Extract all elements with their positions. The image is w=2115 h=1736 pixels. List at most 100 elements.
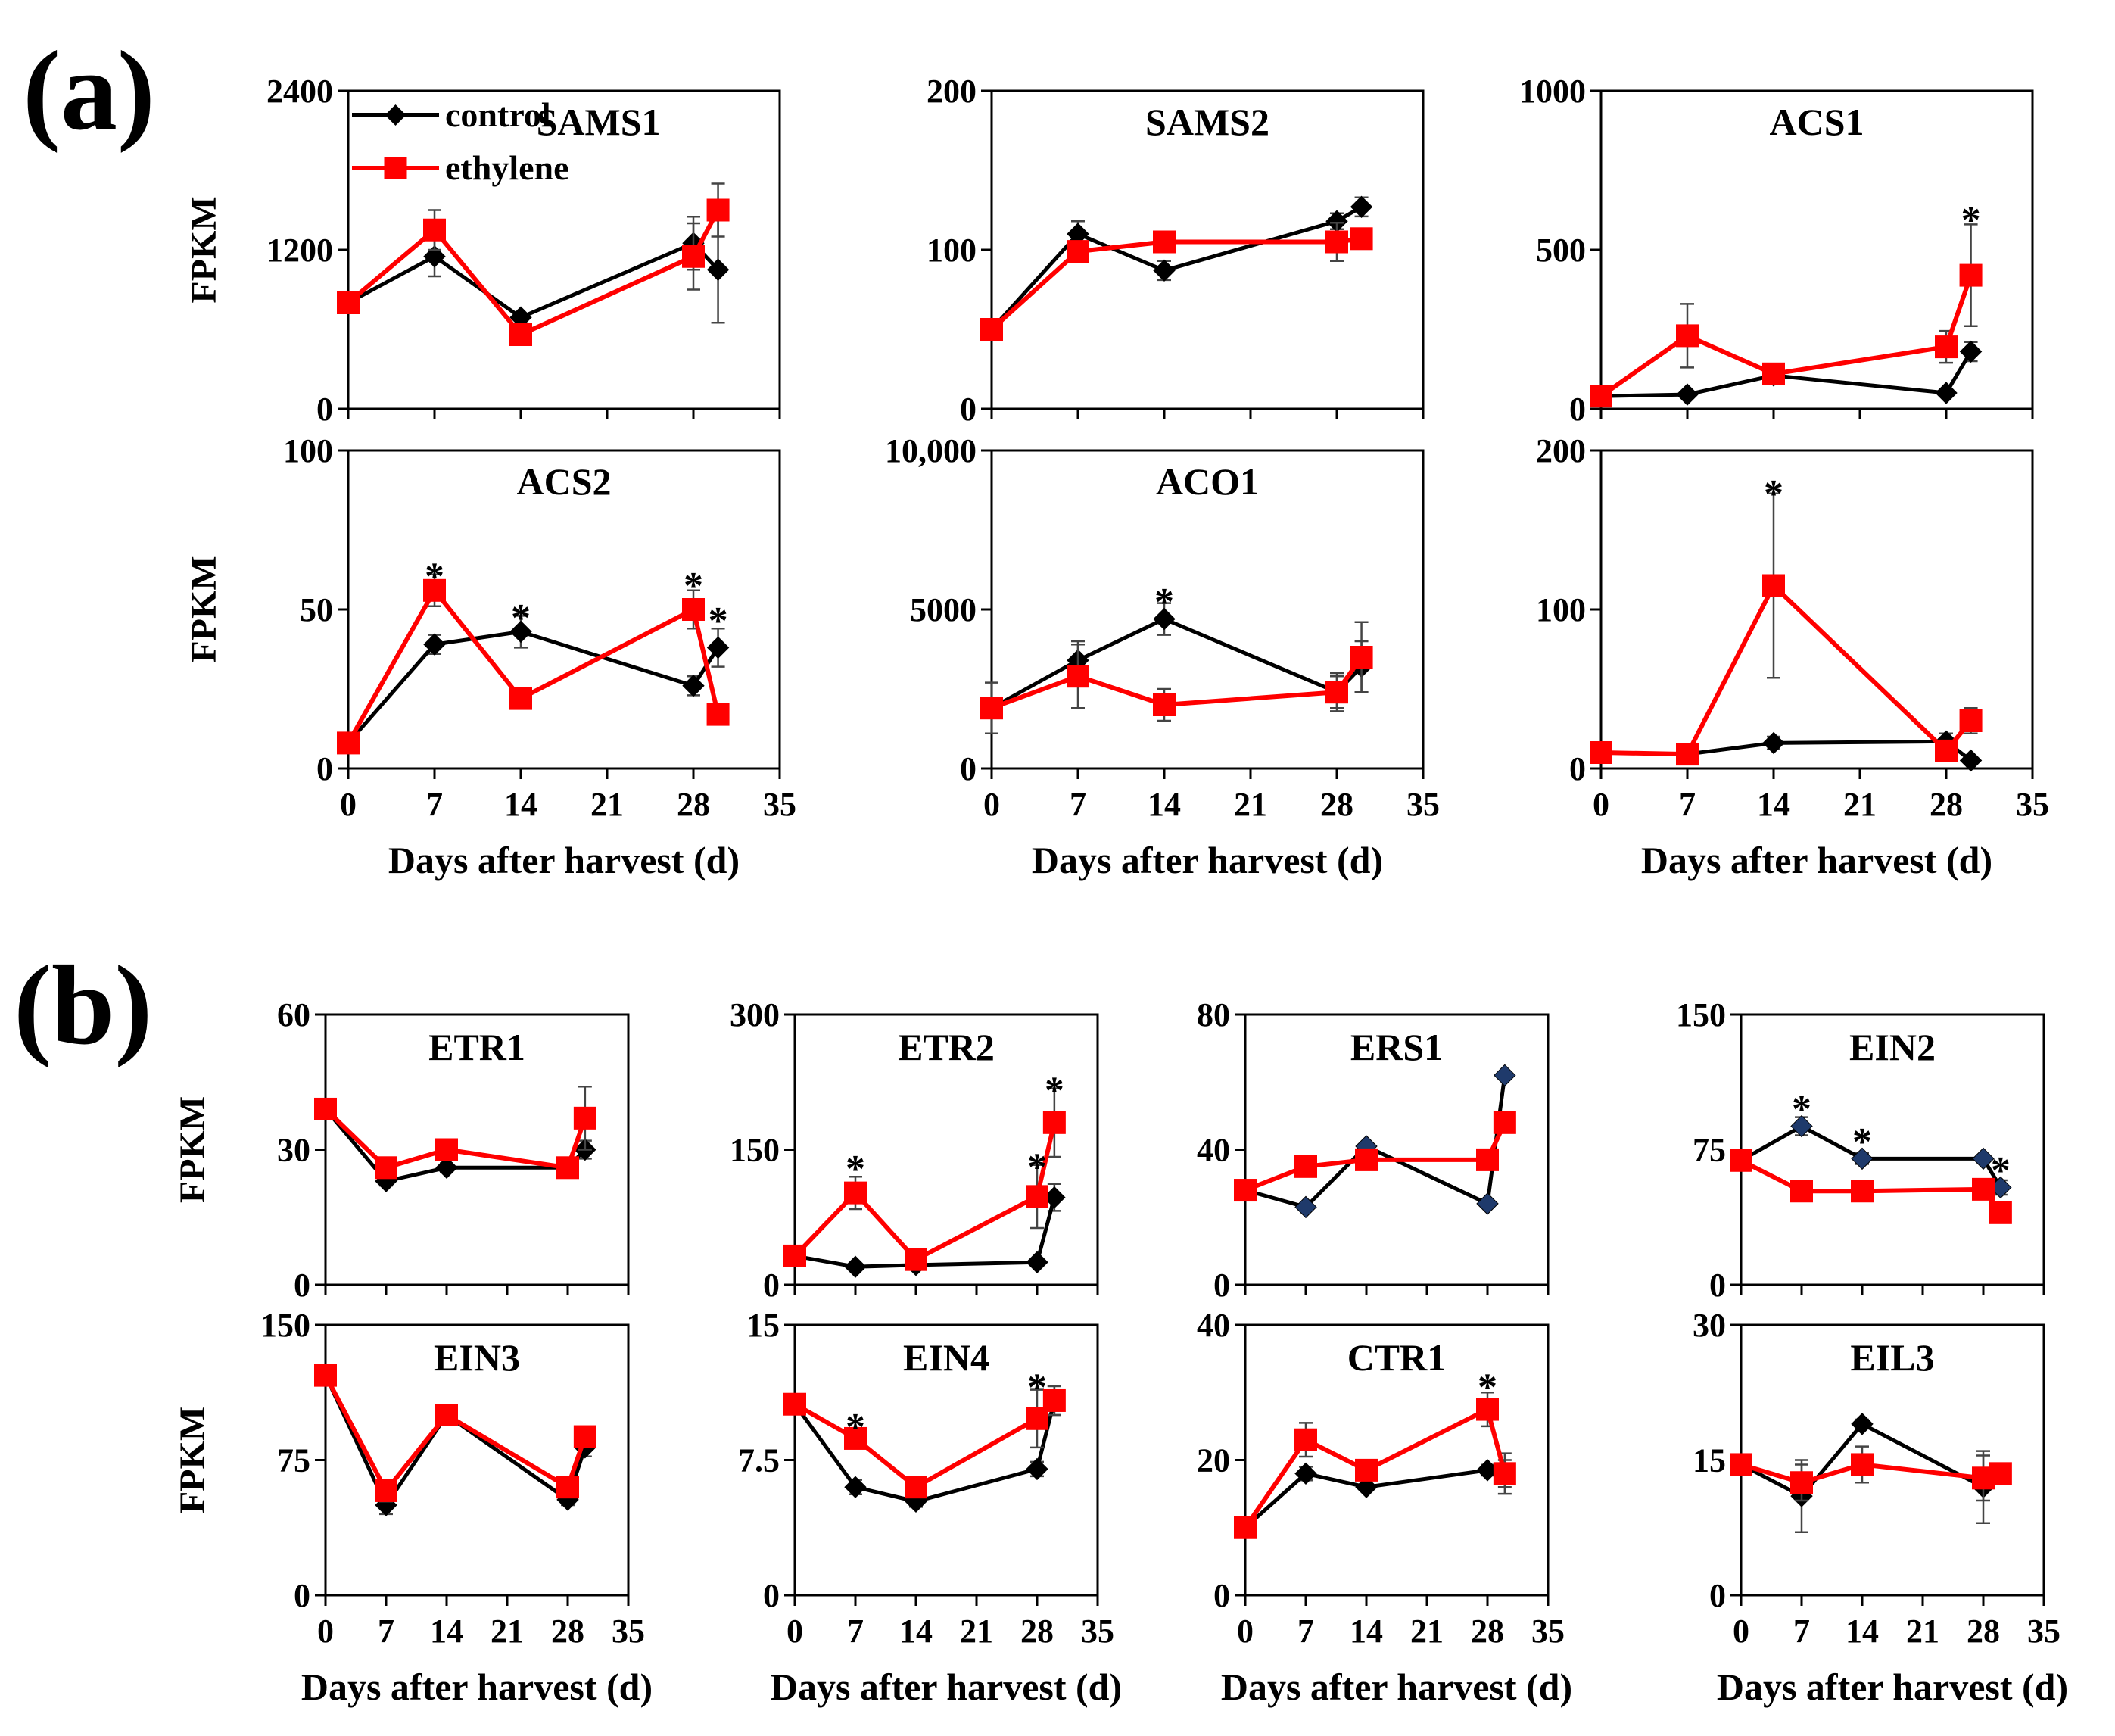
data-point — [1959, 263, 1983, 287]
x-tick-label: 0 — [983, 786, 1000, 823]
data-point — [783, 1244, 806, 1267]
significance-star: * — [1478, 1366, 1497, 1409]
plots-area: 012002400SAMS1FPKMcontrolethylene0100200… — [173, 73, 2068, 1708]
data-point — [844, 1476, 867, 1498]
data-point — [1972, 1147, 1995, 1170]
data-point — [1676, 743, 1699, 766]
series-ethylene — [314, 1364, 596, 1503]
y-tick-label: 7.5 — [738, 1442, 780, 1479]
significance-star: * — [1961, 199, 1981, 242]
significance-star: * — [846, 1148, 865, 1191]
x-tick-label: 21 — [960, 1613, 993, 1650]
y-tick-label: 500 — [1536, 232, 1586, 269]
x-tick-label: 21 — [491, 1613, 524, 1650]
x-tick-label: 14 — [1350, 1613, 1383, 1650]
chart-panel-5: 0 100 200 0 7 14 21 28 35 Days after harvest (d) * — [1536, 432, 2049, 881]
chart-ein3: 0 75 150 0 7 14 21 28 35 EIN3 FPKM Days after harve… — [173, 1307, 653, 1708]
legend-label: ethylene — [445, 148, 569, 187]
data-point — [844, 1181, 867, 1205]
series-ethylene — [980, 222, 1373, 341]
significance-star: * — [511, 597, 531, 640]
series-ethylene — [783, 1087, 1066, 1271]
chart-title: ACS1 — [1769, 101, 1864, 143]
y-tick-label: 0 — [1213, 1577, 1230, 1614]
x-tick-label: 35 — [2027, 1613, 2060, 1650]
data-point — [1762, 731, 1785, 755]
chart-sams2: 0 100 200 SAMS2 — [927, 73, 1425, 428]
significance-star: * — [1027, 1145, 1047, 1189]
data-point — [1042, 1388, 1066, 1412]
x-tick-label: 7 — [1070, 786, 1086, 823]
chart-acs2: 0 50 100 0 7 14 21 28 35 ACS2 FPKM Days after harve… — [184, 432, 796, 881]
x-tick-label: 7 — [1297, 1613, 1314, 1650]
legend-marker — [384, 157, 407, 179]
legend-marker — [385, 104, 406, 126]
significance-star: * — [1792, 1088, 1811, 1131]
data-point — [375, 1479, 397, 1502]
data-point — [1350, 195, 1373, 219]
y-tick-label: 0 — [1213, 1267, 1230, 1304]
data-point — [682, 598, 705, 621]
data-point — [1989, 1462, 2012, 1485]
data-point — [509, 620, 532, 644]
x-axis-label: Days after harvest (d) — [1717, 1666, 2068, 1708]
chart-title: ETR2 — [898, 1026, 995, 1068]
series-ethylene — [783, 1385, 1066, 1499]
data-point — [1959, 749, 1983, 772]
x-tick-label: 35 — [1406, 786, 1440, 823]
data-point — [573, 1425, 596, 1448]
data-point — [706, 198, 730, 222]
data-point — [1851, 1413, 1874, 1435]
significance-star: * — [1027, 1366, 1047, 1409]
data-point — [1476, 1148, 1499, 1171]
series-ethylene — [1234, 1111, 1516, 1202]
x-tick-label: 7 — [847, 1613, 864, 1650]
x-tick-label: 7 — [378, 1613, 394, 1650]
x-tick-label: 35 — [2016, 786, 2049, 823]
data-point — [706, 703, 730, 726]
data-point — [1935, 739, 1958, 762]
significance-star: * — [1852, 1120, 1872, 1164]
y-axis-label: FPKM — [173, 1096, 213, 1203]
series-ethylene — [337, 182, 730, 346]
data-point — [423, 578, 446, 602]
chart-ers1: 0 40 80 ERS1 — [1197, 996, 1550, 1304]
y-tick-label: 40 — [1197, 1307, 1230, 1344]
y-tick-label: 20 — [1197, 1442, 1230, 1479]
panel-label-b: (b) — [14, 943, 152, 1068]
data-point — [682, 675, 705, 697]
data-point — [1234, 1516, 1257, 1539]
data-point — [1935, 335, 1958, 359]
data-point — [1350, 646, 1373, 669]
data-point — [314, 1097, 337, 1120]
data-point — [1153, 693, 1176, 716]
x-axis-label: Days after harvest (d) — [1032, 839, 1383, 881]
y-tick-label: 0 — [1709, 1577, 1726, 1614]
data-point — [1153, 230, 1176, 254]
y-tick-label: 0 — [294, 1267, 310, 1304]
data-point — [1762, 362, 1785, 385]
x-tick-label: 14 — [504, 786, 537, 823]
y-tick-label: 1000 — [1519, 73, 1586, 110]
x-tick-label: 35 — [1531, 1613, 1565, 1650]
x-tick-label: 0 — [1237, 1613, 1254, 1650]
data-point — [337, 731, 360, 755]
x-tick-label: 28 — [1320, 786, 1353, 823]
data-point — [1959, 709, 1983, 732]
data-point — [1972, 1177, 1995, 1201]
data-point — [706, 258, 730, 281]
y-tick-label: 0 — [763, 1267, 780, 1304]
y-tick-label: 200 — [1536, 432, 1586, 469]
significance-star: * — [425, 555, 444, 598]
chart-title: SAMS1 — [537, 101, 661, 143]
data-point — [844, 1255, 867, 1278]
data-point — [1153, 607, 1176, 631]
chart-title: ERS1 — [1350, 1026, 1443, 1068]
significance-star: * — [1154, 581, 1174, 624]
chart-title: ACO1 — [1156, 460, 1259, 503]
chart-etr1: 0 30 60 ETR1 FPKM — [173, 996, 630, 1304]
significance-star: * — [1991, 1149, 2011, 1192]
data-point — [1325, 681, 1348, 704]
x-tick-label: 7 — [1679, 786, 1696, 823]
data-point — [423, 633, 446, 656]
